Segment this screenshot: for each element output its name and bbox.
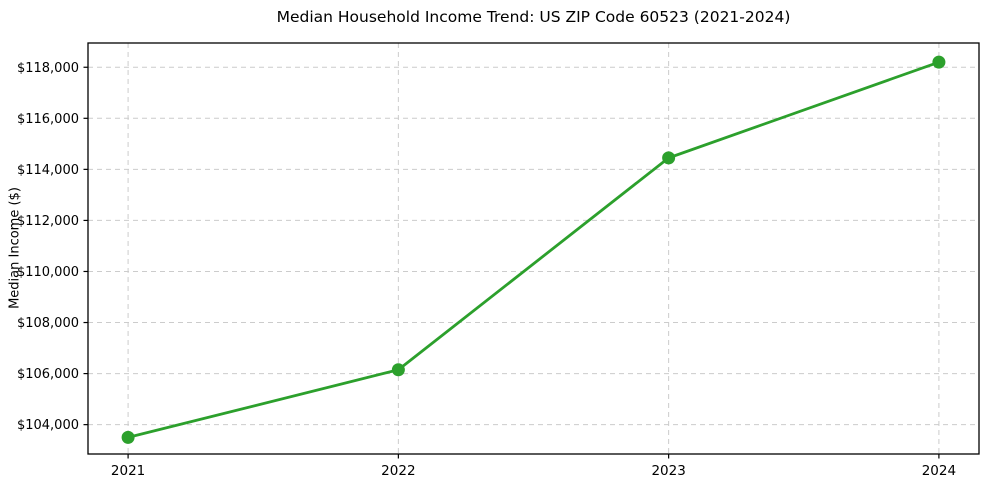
y-tick-label: $116,000: [17, 112, 79, 127]
x-tick-label: 2024: [922, 463, 956, 479]
data-point: [391, 363, 405, 377]
data-point: [662, 151, 676, 165]
x-tick-label: 2023: [651, 463, 685, 479]
chart-title: Median Household Income Trend: US ZIP Co…: [276, 8, 791, 26]
x-tick-label: 2022: [381, 463, 415, 479]
y-tick-label: $118,000: [17, 61, 79, 76]
plot-border: [87, 42, 980, 455]
y-tick-label: $108,000: [17, 316, 79, 331]
y-tick-label: $106,000: [17, 367, 79, 382]
x-tick-label: 2021: [111, 463, 145, 479]
y-tick-label: $104,000: [17, 418, 79, 433]
trend-line: [126, 60, 941, 439]
y-tick-label: $110,000: [17, 265, 79, 280]
y-tick-label: $114,000: [17, 163, 79, 178]
data-point: [121, 430, 135, 444]
data-point: [932, 55, 946, 69]
y-tick-label: $112,000: [17, 214, 79, 229]
